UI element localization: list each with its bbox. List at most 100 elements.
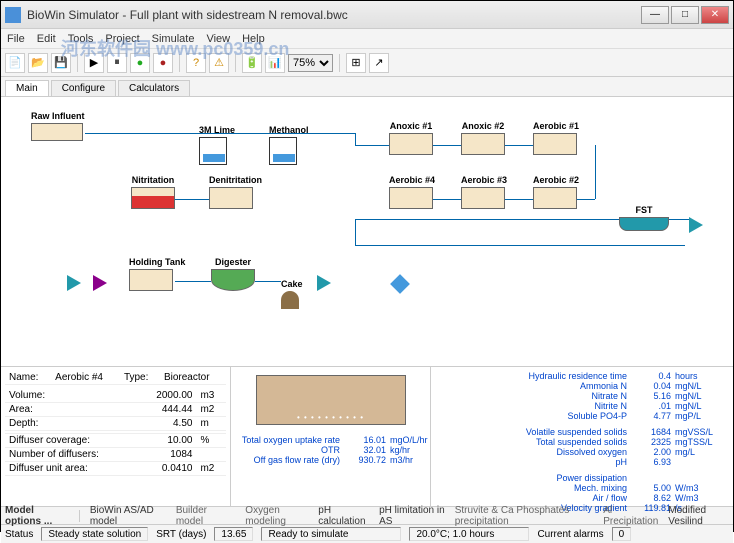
prop-name-label: Name: — [5, 371, 51, 385]
unit-aerobic1[interactable]: Aerobic #1 — [533, 121, 579, 155]
unit-nitritation[interactable]: Nitritation — [131, 175, 175, 209]
result-unit: mgN/L — [671, 401, 725, 411]
result-label: Hydraulic residence time — [439, 371, 635, 381]
struvite[interactable]: Struvite & Ca Phosphates precipitation — [455, 505, 594, 527]
menu-edit[interactable]: Edit — [37, 33, 56, 45]
result-label: Nitrate N — [439, 391, 635, 401]
unit-label: Holding Tank — [129, 257, 185, 267]
result-value: 6.93 — [635, 457, 671, 467]
unit-label: Aerobic #4 — [389, 175, 435, 185]
prop-value: 444.44 — [137, 403, 197, 417]
unit-aerobic2[interactable]: Aerobic #2 — [533, 175, 579, 209]
metric-label: OTR — [235, 445, 346, 455]
unit-lime[interactable]: 3M Lime — [199, 125, 235, 165]
unit-label: Denitritation — [209, 175, 262, 185]
unit-label: Anoxic #1 — [389, 121, 433, 131]
info-icon[interactable]: ⚠ — [209, 53, 229, 73]
menu-help[interactable]: Help — [242, 33, 265, 45]
result-label: pH — [439, 457, 635, 467]
temp-status: 20.0°C; 1.0 hours — [409, 527, 529, 541]
unit-anoxic2[interactable]: Anoxic #2 — [461, 121, 505, 155]
circuit-icon[interactable]: ⊞ — [346, 53, 366, 73]
model-options-link[interactable]: Model options ... — [5, 505, 69, 527]
inlet-arrow-1[interactable] — [67, 275, 89, 291]
biowin-model[interactable]: BioWin AS/AD model — [90, 505, 166, 527]
play-icon[interactable]: ▶ — [84, 53, 104, 73]
modelbar: Model options ... BioWin AS/AD model Bui… — [1, 507, 733, 525]
flowsheet-canvas[interactable]: Raw Influent 3M Lime Methanol Nitritatio… — [1, 97, 733, 367]
close-button[interactable]: ✕ — [701, 6, 729, 24]
ph-limit[interactable]: pH limitation in AS — [379, 505, 445, 527]
prop-value: 1084 — [137, 448, 197, 462]
tab-main[interactable]: Main — [5, 80, 49, 96]
unit-holding[interactable]: Holding Tank — [129, 257, 185, 291]
tab-calculators[interactable]: Calculators — [118, 80, 190, 96]
new-icon[interactable]: 📄 — [5, 53, 25, 73]
oxygen-modeling[interactable]: Oxygen modeling — [245, 505, 308, 527]
tab-configure[interactable]: Configure — [51, 80, 116, 96]
window-title: BioWin Simulator - Full plant with sides… — [27, 8, 641, 22]
al-precip[interactable]: Al Precipitation — [603, 505, 658, 527]
unit-label: Cake — [281, 279, 303, 289]
builder-model[interactable]: Builder model — [176, 505, 225, 527]
srt-value: 13.65 — [214, 527, 253, 541]
unit-fst[interactable]: FST — [619, 205, 669, 231]
unit-label: Aerobic #3 — [461, 175, 507, 185]
save-icon[interactable]: 💾 — [51, 53, 71, 73]
properties-panel: Name: Aerobic #4 Type: Bioreactor Volume… — [1, 367, 231, 506]
zoom-select[interactable]: 75% — [288, 54, 333, 72]
menu-project[interactable]: Project — [105, 33, 139, 45]
help-icon[interactable]: ? — [186, 53, 206, 73]
vesilind[interactable]: Modified Vesilind — [668, 505, 729, 527]
result-label: Dissolved oxygen — [439, 447, 635, 457]
unit-label: Raw Influent — [31, 111, 85, 121]
prop-value: 0.0410 — [137, 462, 197, 476]
ph-calc[interactable]: pH calculation — [318, 505, 369, 527]
unit-aerobic4[interactable]: Aerobic #4 — [389, 175, 435, 209]
battery-icon[interactable]: 🔋 — [242, 53, 262, 73]
srt-label: SRT (days) — [156, 529, 206, 540]
result-value: 2325 — [635, 437, 671, 447]
prop-type-label: Type: — [120, 371, 160, 385]
result-value: 4.77 — [635, 411, 671, 421]
menu-simulate[interactable]: Simulate — [152, 33, 195, 45]
inlet-arrow-2[interactable] — [93, 275, 115, 291]
result-label: Volatile suspended solids — [439, 427, 635, 437]
menu-file[interactable]: File — [7, 33, 25, 45]
pump-icon[interactable] — [393, 277, 407, 291]
menu-tools[interactable]: Tools — [68, 33, 94, 45]
result-unit: mgP/L — [671, 411, 725, 421]
effluent-arrow[interactable] — [689, 217, 711, 233]
menu-view[interactable]: View — [206, 33, 230, 45]
unit-methanol[interactable]: Methanol — [269, 125, 309, 165]
chart-icon[interactable]: 📊 — [265, 53, 285, 73]
unit-denitritation[interactable]: Denitritation — [209, 175, 262, 209]
outlet-arrow[interactable] — [317, 275, 339, 291]
unit-label: Anoxic #2 — [461, 121, 505, 131]
unit-aerobic3[interactable]: Aerobic #3 — [461, 175, 507, 209]
tabstrip: Main Configure Calculators — [1, 77, 733, 97]
result-label: Ammonia N — [439, 381, 635, 391]
prop-name-value: Aerobic #4 — [51, 371, 120, 385]
result-unit: hours — [671, 371, 725, 381]
arrow-icon[interactable]: ↗ — [369, 53, 389, 73]
unit-label: FST — [619, 205, 669, 215]
result-unit: mg/L — [671, 447, 725, 457]
unit-label: Aerobic #1 — [533, 121, 579, 131]
prop-label: Number of diffusers: — [5, 448, 137, 462]
tool-green-icon[interactable]: ● — [130, 53, 150, 73]
result-unit: W/m3 — [671, 493, 725, 503]
unit-raw-influent[interactable]: Raw Influent — [31, 111, 85, 141]
open-icon[interactable]: 📂 — [28, 53, 48, 73]
prop-label: Depth: — [5, 417, 137, 431]
maximize-button[interactable]: □ — [671, 6, 699, 24]
unit-cake[interactable]: Cake — [281, 279, 303, 309]
metric-unit: mgO/L/hr — [386, 435, 426, 445]
pause-icon[interactable]: ⏸ — [107, 53, 127, 73]
minimize-button[interactable]: — — [641, 6, 669, 24]
unit-anoxic1[interactable]: Anoxic #1 — [389, 121, 433, 155]
unit-digester[interactable]: Digester — [211, 257, 255, 291]
unit-label: Digester — [211, 257, 255, 267]
tool-red-icon[interactable]: ● — [153, 53, 173, 73]
result-label: Air / flow — [439, 493, 635, 503]
